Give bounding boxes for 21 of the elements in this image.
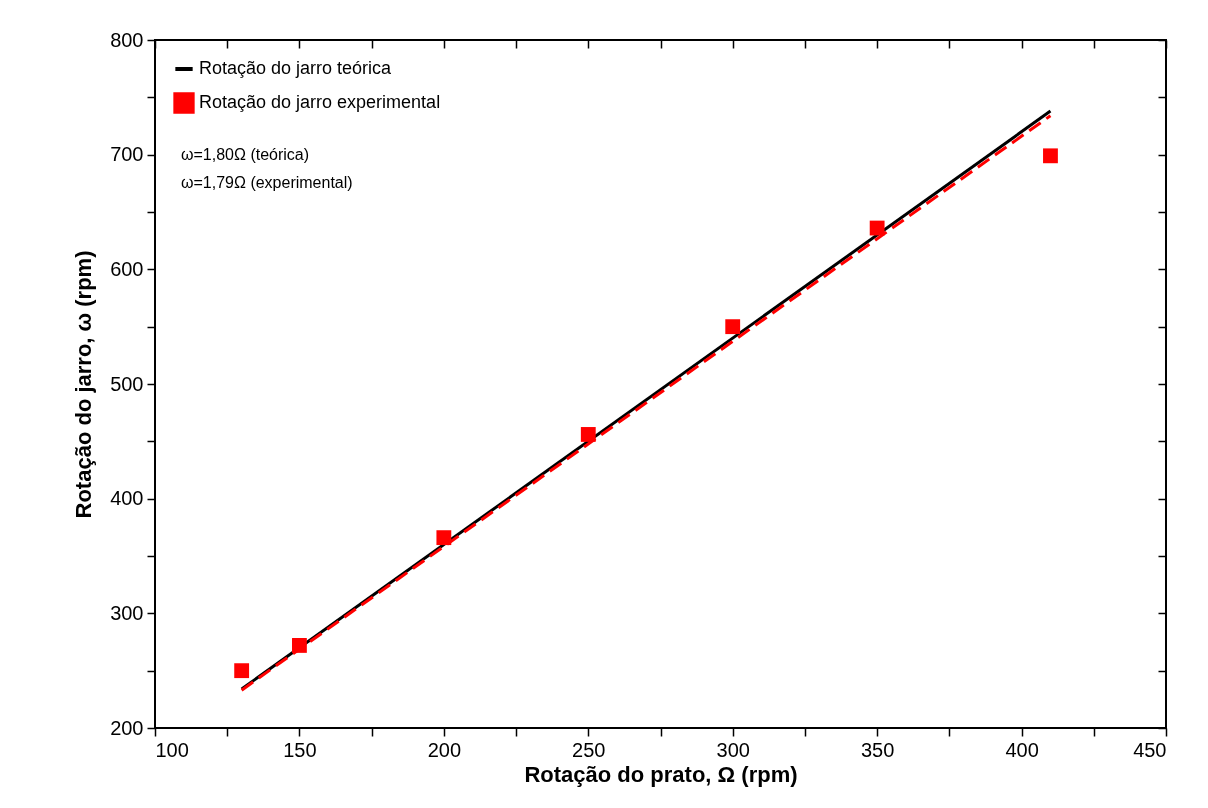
y-tick-label: 700 xyxy=(110,143,144,166)
annotation: ω=1,80Ω (teórica) xyxy=(181,146,310,163)
x-tick-label: 200 xyxy=(427,738,462,761)
x-tick-label: 300 xyxy=(716,738,750,761)
x-tick-label: 450 xyxy=(1133,738,1167,761)
legend-label: Rotação do jarro teórica xyxy=(199,58,393,78)
y-tick-label: 200 xyxy=(110,716,144,739)
y-axis-title: Rotação do jarro, ω (rpm) xyxy=(71,250,97,519)
legend-label: Rotação do jarro experimental xyxy=(199,92,441,112)
x-tick-label: 350 xyxy=(860,738,895,761)
y-tick-label: 800 xyxy=(110,28,144,51)
y-tick-label: 500 xyxy=(110,372,144,395)
x-tick-label: 150 xyxy=(283,738,317,761)
x-axis-title: Rotação do prato, Ω (rpm) xyxy=(524,761,798,787)
y-tick-label: 300 xyxy=(110,601,144,624)
y-tick-label: 400 xyxy=(110,487,144,510)
y-tick-label: 600 xyxy=(110,257,144,280)
x-tick-label: 400 xyxy=(1005,738,1039,761)
x-tick-label: 100 xyxy=(155,738,189,761)
x-tick-label: 250 xyxy=(572,738,606,761)
annotation: ω=1,79Ω (experimental) xyxy=(181,174,353,191)
